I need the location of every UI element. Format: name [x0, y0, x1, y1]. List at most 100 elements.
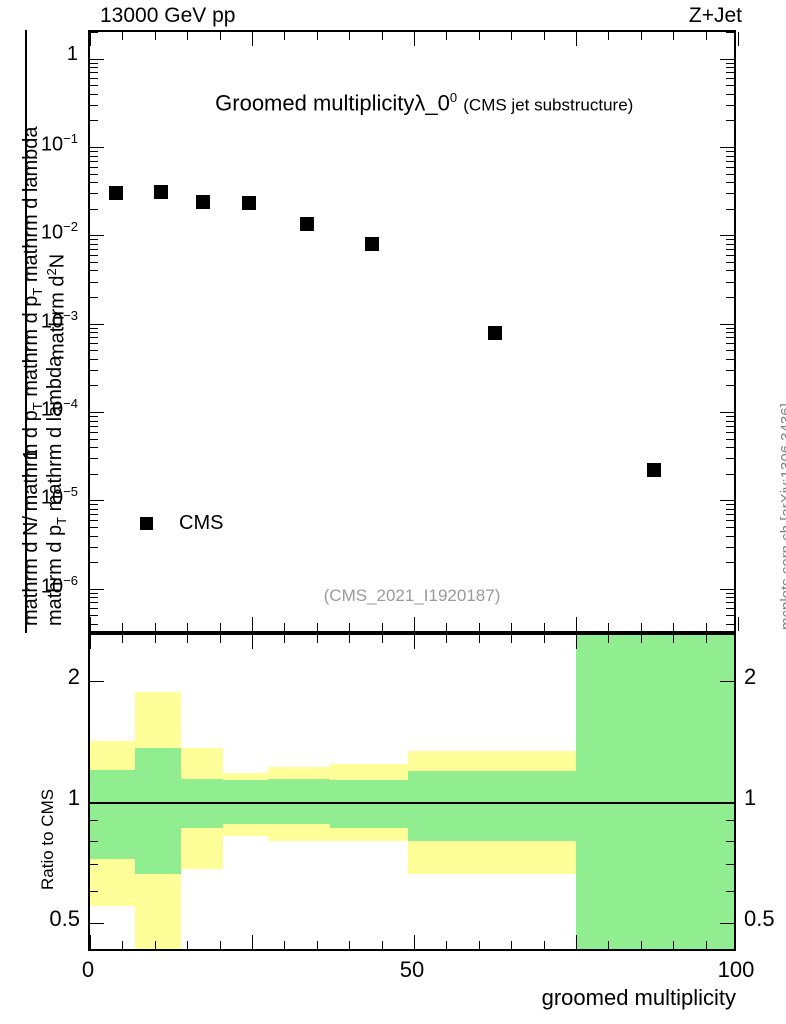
y-tick-major: [90, 146, 104, 148]
x-tick-bottom: [576, 617, 577, 631]
y-tick-major-right: [726, 350, 734, 352]
y-axis-tick-label: 10−6: [40, 572, 78, 598]
y-tick-major: [90, 416, 98, 418]
x-tick-bottom: [511, 623, 513, 631]
ratio-panel: [88, 633, 736, 951]
y-tick-major-right: [720, 235, 734, 237]
y-tick-major-right: [726, 67, 734, 69]
ratio-x-tick-top: [154, 635, 156, 643]
y-tick-major: [90, 249, 98, 251]
y-tick-major: [90, 332, 98, 334]
ratio-y-tick-right: [726, 840, 734, 842]
y-tick-major-right: [726, 602, 734, 604]
y-tick-major-right: [726, 78, 734, 80]
y-tick-major: [90, 602, 98, 604]
ratio-x-tick-bottom: [673, 941, 675, 949]
x-tick-top: [349, 32, 351, 40]
y-tick-major: [90, 78, 98, 80]
y-tick-major-right: [726, 254, 734, 256]
y-tick-major: [90, 166, 98, 168]
y-tick-major-right: [720, 500, 734, 502]
ratio-x-tick-bottom: [349, 941, 351, 949]
y-tick-major-right: [726, 520, 734, 522]
y-tick-major: [90, 160, 98, 162]
ratio-x-tick-bottom: [446, 941, 448, 949]
ratio-x-tick-top: [543, 635, 545, 643]
y-tick-major: [90, 412, 104, 414]
y-tick-major: [90, 458, 98, 460]
x-tick-top: [90, 32, 91, 46]
y-tick-major: [90, 85, 98, 87]
data-point-marker: [241, 196, 256, 211]
y-tick-major-right: [726, 32, 734, 33]
y-tick-major-right: [726, 193, 734, 195]
y-tick-major: [90, 182, 98, 184]
x-tick-bottom: [316, 623, 318, 631]
data-point-marker: [488, 326, 502, 341]
y-tick-major: [90, 337, 98, 339]
x-tick-top: [316, 32, 318, 40]
ratio-x-tick-top: [349, 635, 351, 643]
ratio-x-tick-bottom: [316, 941, 318, 949]
process-label: Z+Jet: [688, 4, 742, 27]
y-tick-major-right: [726, 160, 734, 162]
x-tick-bottom: [90, 617, 91, 631]
ratio-x-tick-top: [316, 635, 318, 643]
y-tick-major-right: [726, 155, 734, 157]
credit-watermark: mcplots.cern.ch [arXiv:1306.3436]: [762, 340, 786, 630]
y-tick-major: [90, 343, 98, 345]
y-tick-major-right: [726, 270, 734, 272]
ratio-band-green: [576, 635, 734, 949]
ratio-x-tick-top: [381, 635, 383, 643]
ratio-x-tick-top: [705, 635, 707, 643]
y-tick-major: [90, 104, 98, 106]
y-tick-major: [90, 385, 98, 387]
y-tick-major: [90, 520, 98, 522]
y-axis-tick-labels: 1 10−1 10−2 10−3 10−4 10−5 10−6: [0, 30, 84, 633]
y-tick-major-right: [726, 597, 734, 599]
y-tick-major: [90, 239, 98, 241]
plot-title-symbol-sup: 0: [449, 90, 458, 105]
ratio-x-tick-bottom: [576, 935, 577, 949]
y-tick-major-right: [726, 72, 734, 74]
data-point-marker: [154, 184, 169, 199]
ratio-band-green: [407, 771, 576, 841]
ratio-x-tick-top: [673, 635, 675, 643]
ratio-x-tick-bottom: [252, 935, 253, 949]
y-tick-major-right: [726, 546, 734, 548]
y-tick-major-right: [726, 281, 734, 283]
y-tick-major: [90, 514, 98, 516]
y-tick-major-right: [726, 608, 734, 610]
y-tick-major-right: [726, 438, 734, 440]
y-tick-major-right: [720, 412, 734, 414]
y-tick-major-right: [726, 504, 734, 506]
x-tick-bottom: [543, 623, 545, 631]
x-tick-top: [414, 32, 415, 46]
x-tick-top: [608, 32, 610, 40]
ratio-reference-line-bar: [90, 801, 734, 804]
ratio-x-tick-top: [122, 635, 124, 643]
y-tick-major: [90, 323, 104, 325]
y-tick-major: [90, 369, 98, 371]
ratio-x-tick-top: [478, 635, 480, 643]
y-tick-major: [90, 208, 98, 210]
y-tick-major-right: [720, 58, 734, 60]
plot-title-main: Groomed multiplicity: [215, 90, 415, 116]
y-tick-major: [90, 473, 98, 475]
y-tick-major: [90, 235, 104, 237]
y-axis-fraction-bar: [25, 30, 27, 633]
ratio-y-tick: [90, 840, 98, 842]
ratio-band-green: [90, 769, 136, 859]
y-axis-tick-label: 10−1: [40, 130, 78, 156]
y-tick-major-right: [726, 93, 734, 95]
ratio-x-tick-top: [219, 635, 221, 643]
y-tick-major: [90, 173, 98, 175]
main-plot-panel: [88, 30, 739, 636]
data-point-marker: [300, 216, 315, 231]
ratio-y-tick: [90, 801, 104, 803]
x-tick-bottom: [284, 623, 286, 631]
y-tick-major-right: [726, 327, 734, 329]
x-tick-bottom: [252, 617, 253, 631]
y-tick-major: [90, 615, 98, 617]
y-tick-major: [90, 67, 98, 69]
